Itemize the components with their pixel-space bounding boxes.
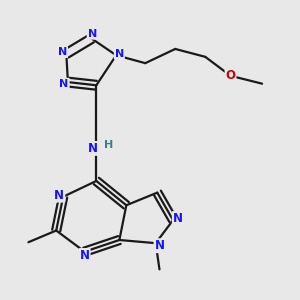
Text: N: N <box>154 239 164 252</box>
Text: N: N <box>58 47 67 57</box>
Text: N: N <box>88 142 98 155</box>
Text: N: N <box>59 79 69 89</box>
Text: N: N <box>173 212 183 225</box>
Text: N: N <box>115 49 124 59</box>
Text: H: H <box>104 140 113 150</box>
Text: N: N <box>80 249 90 262</box>
Text: N: N <box>54 189 64 202</box>
Text: O: O <box>226 69 236 82</box>
Text: N: N <box>88 29 97 39</box>
